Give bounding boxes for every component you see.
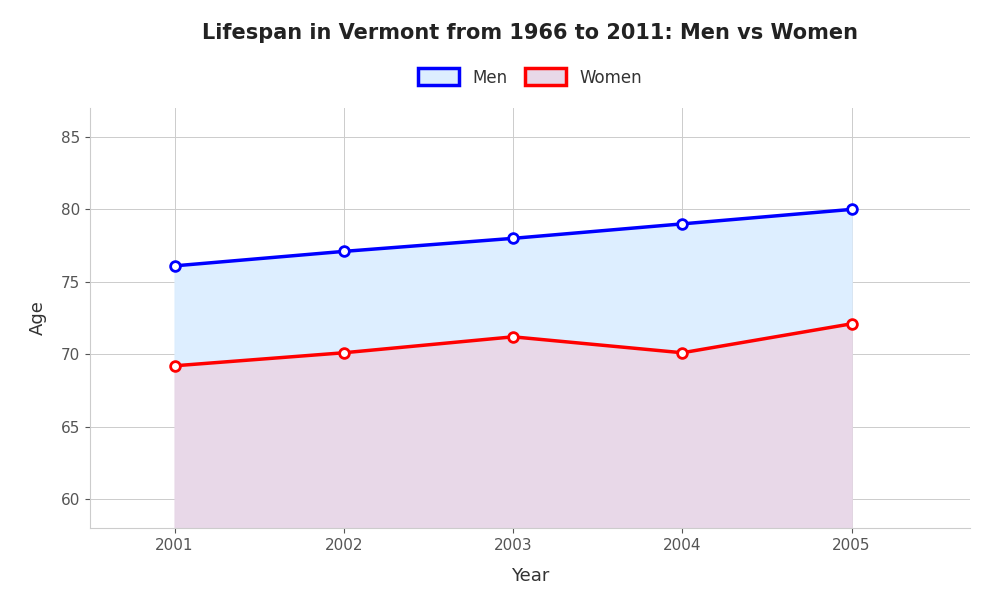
Y-axis label: Age: Age [29,301,47,335]
Legend: Men, Women: Men, Women [411,62,649,93]
Title: Lifespan in Vermont from 1966 to 2011: Men vs Women: Lifespan in Vermont from 1966 to 2011: M… [202,23,858,43]
X-axis label: Year: Year [511,566,549,584]
